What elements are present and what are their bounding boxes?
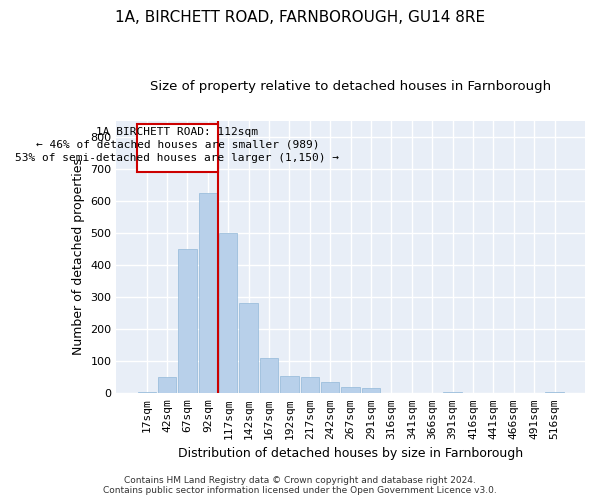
Bar [178, 249, 197, 394]
FancyBboxPatch shape [137, 124, 218, 172]
Bar [260, 358, 278, 394]
Text: 53% of semi-detached houses are larger (1,150) →: 53% of semi-detached houses are larger (… [16, 152, 340, 162]
Text: ← 46% of detached houses are smaller (989): ← 46% of detached houses are smaller (98… [36, 140, 319, 150]
Bar [341, 387, 360, 394]
Title: Size of property relative to detached houses in Farnborough: Size of property relative to detached ho… [150, 80, 551, 93]
X-axis label: Distribution of detached houses by size in Farnborough: Distribution of detached houses by size … [178, 447, 523, 460]
Bar [301, 378, 319, 394]
Text: Contains HM Land Registry data © Crown copyright and database right 2024.
Contai: Contains HM Land Registry data © Crown c… [103, 476, 497, 495]
Bar [280, 376, 299, 394]
Bar [545, 392, 563, 394]
Text: 1A BIRCHETT ROAD: 112sqm: 1A BIRCHETT ROAD: 112sqm [97, 127, 259, 137]
Bar [362, 388, 380, 394]
Bar [239, 304, 258, 394]
Bar [219, 233, 238, 394]
Bar [137, 392, 156, 394]
Bar [199, 193, 217, 394]
Bar [443, 392, 462, 394]
Bar [321, 382, 340, 394]
Bar [158, 378, 176, 394]
Text: 1A, BIRCHETT ROAD, FARNBOROUGH, GU14 8RE: 1A, BIRCHETT ROAD, FARNBOROUGH, GU14 8RE [115, 10, 485, 25]
Y-axis label: Number of detached properties: Number of detached properties [71, 158, 85, 356]
